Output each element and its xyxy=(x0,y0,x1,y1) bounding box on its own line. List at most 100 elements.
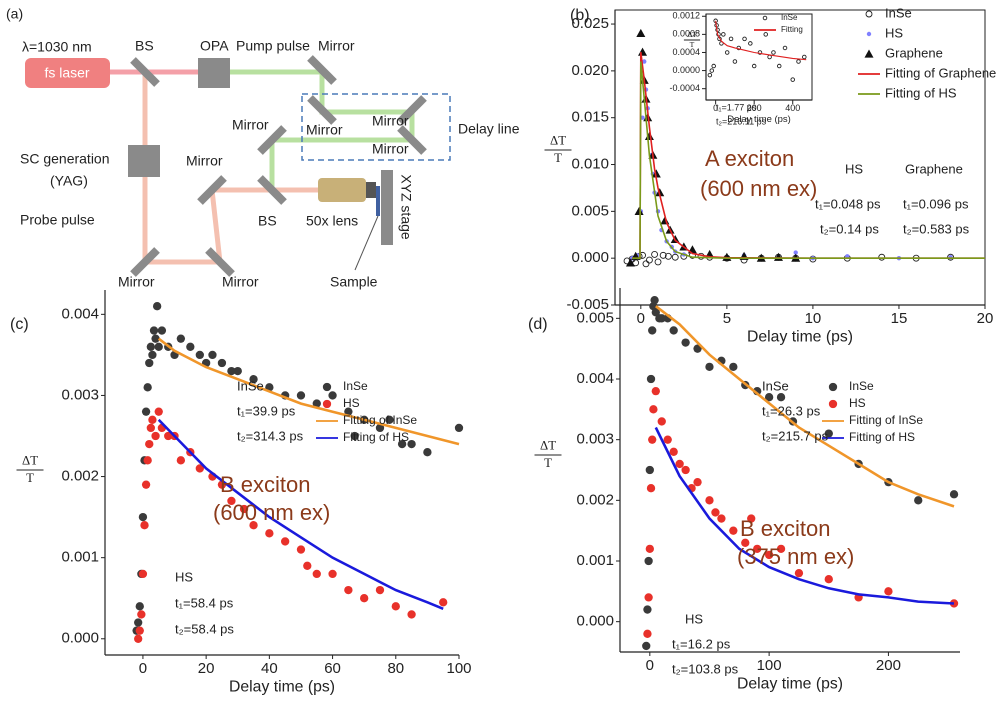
y-axis-label: ΔT xyxy=(540,439,556,453)
y-tick-label: 0.001 xyxy=(576,552,614,569)
annotation: HS xyxy=(175,569,193,584)
sc-box xyxy=(128,145,160,177)
point xyxy=(949,599,959,608)
mirror xyxy=(397,125,427,155)
point xyxy=(729,362,738,372)
mirror xyxy=(257,175,287,205)
point xyxy=(208,350,217,360)
legend-label: HS xyxy=(849,396,866,410)
y-tick-label: 0.020 xyxy=(571,62,609,79)
point xyxy=(375,423,385,433)
annotation: t₂=215.7 ps xyxy=(762,428,829,443)
point xyxy=(141,480,151,489)
point xyxy=(239,504,249,514)
point xyxy=(664,252,672,260)
point xyxy=(249,375,258,384)
sc-label: (YAG) xyxy=(50,173,88,189)
point xyxy=(782,45,788,51)
fit-line xyxy=(157,418,444,610)
mirror-label: Mirror xyxy=(306,122,343,138)
x-tick-label: 0 xyxy=(713,103,718,113)
point xyxy=(148,415,157,424)
x-tick-label: 5 xyxy=(723,310,731,327)
point xyxy=(636,28,646,38)
x-tick-label: 400 xyxy=(785,103,800,113)
legend-label: Fitting of HS xyxy=(343,430,409,444)
point xyxy=(145,439,154,449)
x-tick-label: 0 xyxy=(139,660,147,677)
point xyxy=(729,526,738,535)
y-tick-label: 0.000 xyxy=(571,249,609,266)
mirror-label: Mirror xyxy=(186,153,223,169)
x-tick-label: 80 xyxy=(387,660,404,677)
point xyxy=(717,514,726,523)
point xyxy=(164,431,173,441)
point xyxy=(134,618,143,627)
point xyxy=(654,258,662,266)
y-tick-label: 0.005 xyxy=(571,202,609,219)
bs-label: BS xyxy=(258,213,277,229)
legend-label: Fitting of InSe xyxy=(343,413,417,427)
point xyxy=(375,585,385,595)
y-axis-label: T xyxy=(690,40,695,49)
legend-label: InSe xyxy=(781,13,798,22)
xyz-stage xyxy=(381,170,393,245)
panel-label: (c) xyxy=(10,316,29,333)
pump-label: Pump pulse xyxy=(236,38,310,54)
plot-frame xyxy=(705,13,813,101)
y-tick-label: 0.025 xyxy=(571,15,609,32)
point xyxy=(865,10,873,18)
legend-label: HS xyxy=(343,396,360,410)
point xyxy=(391,602,400,611)
legend-label: InSe xyxy=(849,379,874,393)
point xyxy=(146,423,155,433)
point xyxy=(709,68,715,73)
delay-line-label: Delay line xyxy=(458,121,520,137)
bs-label: BS xyxy=(135,38,154,54)
point xyxy=(711,63,716,69)
mirror xyxy=(197,175,227,205)
legend-label: InSe xyxy=(885,5,912,20)
point xyxy=(312,569,321,579)
point xyxy=(154,342,163,351)
annotation: t₁=0.048 ps xyxy=(815,196,881,211)
point xyxy=(135,626,144,635)
point xyxy=(135,602,144,611)
point xyxy=(764,393,774,402)
annotation: InSe xyxy=(762,378,789,393)
stage-label: XYZ stage xyxy=(398,174,414,240)
y-tick-label: 0.003 xyxy=(61,386,99,403)
point xyxy=(350,431,359,441)
annotation: B exciton xyxy=(740,516,831,541)
x-tick-label: 40 xyxy=(261,660,278,677)
y-tick-label: 0.003 xyxy=(576,431,614,448)
chart: 0.000 0.001 0.002 0.003 0.004 0 20 40 60 80 100 Del… xyxy=(10,290,472,695)
y-tick-label: 0.010 xyxy=(571,155,609,172)
fit-line xyxy=(632,61,985,259)
mirror-label: Mirror xyxy=(318,38,355,54)
point xyxy=(407,439,416,449)
point xyxy=(707,72,713,78)
fit-line xyxy=(715,20,807,61)
point xyxy=(143,383,152,392)
point xyxy=(644,593,653,602)
panel-label: (d) xyxy=(528,316,548,333)
legend-label: InSe xyxy=(343,379,368,393)
point xyxy=(648,435,657,444)
point xyxy=(828,399,838,409)
point xyxy=(748,41,753,46)
point xyxy=(643,605,652,614)
point xyxy=(148,350,157,360)
point xyxy=(764,550,774,560)
y-axis-label: T xyxy=(544,456,552,470)
point xyxy=(741,538,750,547)
annotation: t₁=1.77 ps xyxy=(716,102,757,112)
legend-label: Fitting xyxy=(781,25,803,34)
point xyxy=(646,484,656,493)
point xyxy=(328,569,337,579)
y-tick-label: 0.000 xyxy=(61,630,99,647)
point xyxy=(657,417,666,426)
point xyxy=(151,334,160,343)
point xyxy=(669,447,678,456)
point xyxy=(322,382,332,392)
